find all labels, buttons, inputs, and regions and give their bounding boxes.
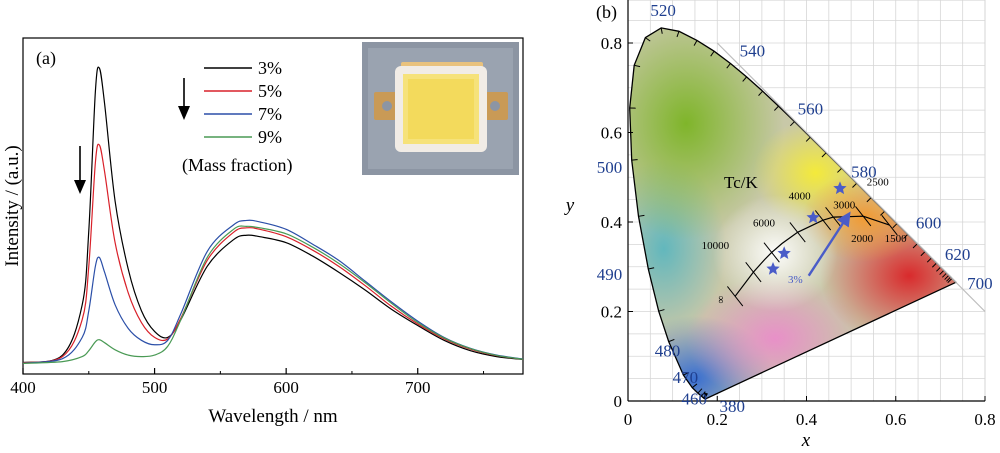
y-tick-label: 0 [614, 392, 623, 411]
x-tick-label: 0.8 [974, 410, 995, 429]
cct-label: 2500 [867, 176, 890, 188]
wavelength-label: 460 [682, 390, 708, 409]
cct-label: 2000 [851, 233, 874, 245]
star-marker [777, 246, 791, 259]
panel-a-xlabel: Wavelength / nm [208, 406, 338, 427]
wavelength-label: 540 [740, 41, 766, 60]
panel-a-label: (a) [36, 48, 56, 69]
x-tick-label: 700 [405, 378, 431, 397]
y-tick-label: 0.2 [601, 303, 622, 322]
x-tick-label: 400 [10, 378, 36, 397]
wavelength-label: 560 [798, 100, 824, 119]
cct-label: ∞ [715, 295, 727, 303]
legend-entry: 5% [258, 81, 282, 101]
wavelength-label: 480 [655, 341, 681, 360]
x-tick-label: 0.4 [796, 410, 818, 429]
panel-a-legend: 3% 5% 7% 9% [204, 58, 282, 147]
legend-entry: 3% [258, 58, 282, 78]
planckian-label: Tc/K [724, 173, 758, 192]
panel-b-xlabel: x [801, 430, 811, 451]
series-line-7pct [23, 219, 523, 364]
arrow-label: 3% [788, 274, 803, 286]
series-line-3pct [23, 66, 523, 364]
x-tick-label: 0.2 [707, 410, 728, 429]
x-tick-label: 500 [142, 378, 168, 397]
y-tick-label: 0.8 [601, 34, 622, 53]
cct-label: 10000 [702, 240, 730, 252]
y-tick-label: 0.4 [601, 213, 623, 232]
legend-note: (Mass fraction) [182, 155, 292, 176]
wavelength-label: 490 [597, 265, 623, 284]
led-photo [362, 42, 519, 175]
legend-arrow-icon [178, 78, 190, 120]
panel-a-frame [22, 37, 524, 375]
panel-a-ylabel: Intensity / (a.u.) [2, 145, 23, 266]
decrease-arrow-icon [74, 146, 86, 194]
wavelength-label: 700 [967, 274, 993, 293]
panel-b-ylabel: y [564, 195, 575, 216]
legend-entry: 7% [258, 104, 282, 124]
panel-b-label: (b) [596, 2, 617, 23]
star-marker [833, 181, 847, 195]
locus-ticks [629, 27, 953, 399]
wavelength-label: 620 [945, 245, 971, 264]
planckian-locus: ∞ 10000 6000 4000 3000 2500 2000 1500 [702, 176, 908, 307]
cct-label: 3000 [833, 200, 856, 212]
cct-label: 4000 [789, 191, 812, 203]
wavelength-label: 580 [851, 162, 877, 181]
series-line-9pct [23, 225, 523, 365]
x-tick-label: 600 [273, 378, 299, 397]
x-tick-label: 0.6 [885, 410, 906, 429]
legend-entry: 9% [258, 127, 282, 147]
cct-label: 6000 [753, 217, 776, 229]
diagonal-guide-line [716, 42, 986, 312]
wavelength-label: 520 [650, 1, 676, 20]
panel-b-axes: 0 0.2 0.4 0.6 0.8 0 0.2 0.4 0.6 0.8 [601, 0, 996, 429]
star-marker [766, 262, 780, 275]
wavelength-label: 380 [719, 397, 745, 416]
cct-label: 1500 [885, 233, 908, 245]
chromaticity-points [766, 181, 851, 277]
wavelength-label: 600 [916, 214, 942, 233]
wavelength-label: 500 [597, 158, 623, 177]
star-marker [806, 210, 820, 224]
series-line-5pct [23, 143, 523, 364]
y-tick-label: 0.6 [601, 124, 622, 143]
trend-arrow [807, 211, 851, 277]
panel-a-spectrum-chart: 400 500 600 700 (a) Wavelength / nm Intensi… [2, 37, 524, 427]
wavelength-label: 470 [673, 368, 699, 387]
x-tick-label: 0 [624, 410, 633, 429]
